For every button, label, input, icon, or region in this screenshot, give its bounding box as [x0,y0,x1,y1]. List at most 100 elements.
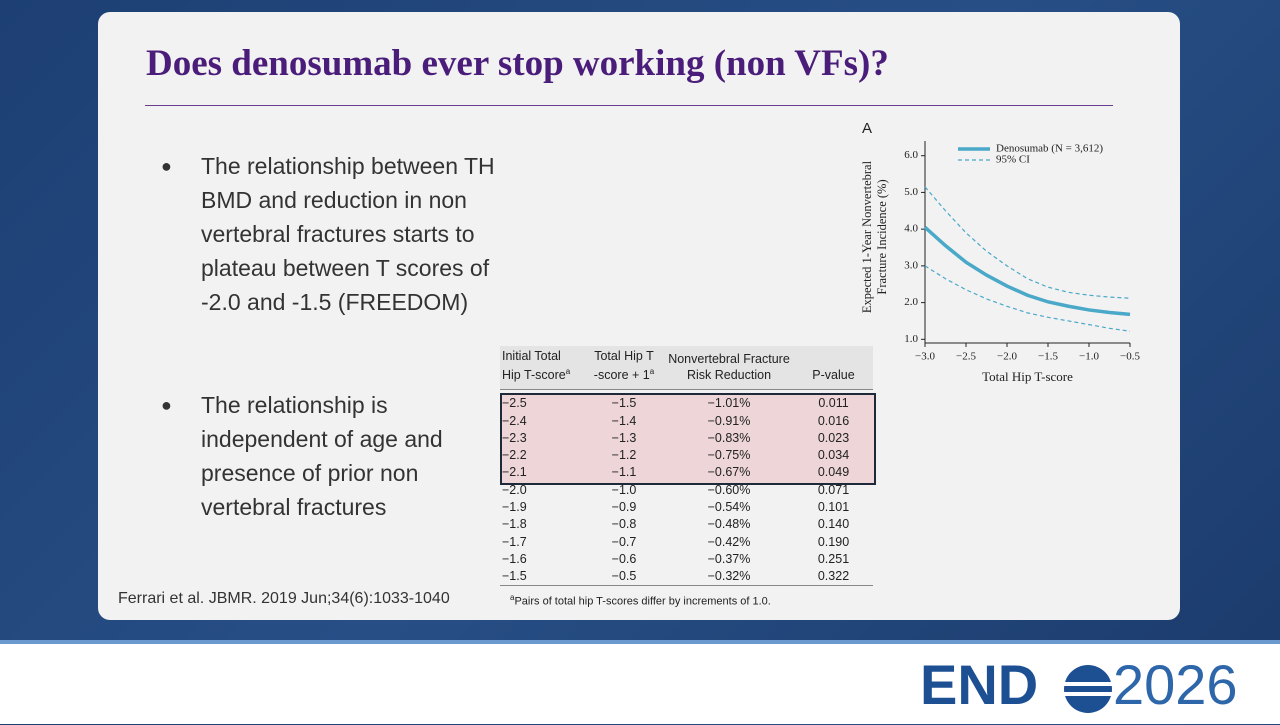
table-cell: −2.4 [502,413,527,428]
table-row: −2.4 −1.4 −0.91% 0.016 [500,412,873,429]
y-tick-label: 3.0 [904,259,918,271]
table-cell: −0.60% [707,482,751,497]
y-tick-label: 4.0 [904,223,918,235]
header-marker: a [649,367,655,376]
column-header: Initial Total Hip T-scorea [500,346,584,391]
y-tick-label: 2.0 [904,296,918,308]
y-axis-label: Expected 1-Year Nonvertebral [860,160,874,313]
footnote-text: Pairs of total hip T-scores differ by in… [514,595,771,608]
logo-globe [1060,665,1120,713]
table-cell: 0.251 [817,551,850,566]
table-row: −1.7 −0.7 −0.42% 0.190 [500,534,873,551]
panel-label: A [862,120,872,137]
table-cell: −0.6 [611,551,637,566]
logo-right: 2026 [1113,653,1238,716]
y-tick-label: 1.0 [904,333,918,345]
table-row: −1.5 −0.5 −0.32% 0.322 [500,568,873,587]
table-cell: −0.48% [707,517,751,532]
logo: END 2026 [920,653,1238,716]
table-row: −1.8 −0.8 −0.48% 0.140 [500,516,873,533]
table-row: −2.0 −1.0 −0.60% 0.071 [500,482,873,499]
table-cell: −0.54% [707,500,751,515]
x-tick-label: −1.0 [1079,351,1099,363]
table-cell: 0.322 [794,568,873,587]
table-cell: 0.023 [817,430,850,445]
table-cell: −2.3 [502,430,527,445]
table-cell: −1.3 [611,430,637,445]
table-cell: −2.1 [502,465,527,480]
table-cell: −1.4 [611,413,637,428]
table-cell: 0.016 [817,413,850,428]
header-line: Risk Reduction [686,368,772,383]
table-cell: −0.9 [611,500,637,515]
table-cell: −2.2 [502,448,527,463]
bullet: The relationship is independent of age a… [161,388,501,524]
header-line: Nonvertebral Fracture [668,352,790,367]
citation: Ferrari et al. JBMR. 2019 Jun;34(6):1033… [118,590,450,607]
table-cell: −0.91% [707,413,751,428]
table-row: −1.6 −0.6 −0.37% 0.251 [500,551,873,568]
table-cell: −1.1 [611,465,637,480]
table-cell: 0.190 [817,534,850,549]
series-line [923,226,1131,317]
table-row: −2.1 −1.1 −0.67% 0.049 [500,464,873,481]
table-cell: 0.101 [817,500,850,515]
header-line: Hip T-score [502,368,566,383]
table-cell: −0.32% [664,568,794,587]
header-line: Total Hip T [594,349,654,363]
table-cell: −1.5 [611,396,637,411]
table-cell: 0.049 [817,465,850,480]
table-cell: −1.8 [502,517,527,532]
ci-line [924,186,1131,299]
table-cell: 0.140 [817,517,850,532]
table-cell: −0.83% [707,430,751,445]
x-tick-label: −0.5 [1120,351,1140,363]
column-header: Total Hip T -score + 1a [584,346,664,391]
title-rule [145,105,1113,106]
table-cell: −1.0 [611,482,637,497]
x-axis-label: Total Hip T-score [982,369,1073,384]
legend-label: Denosumab (N = 3,612) [996,143,1103,155]
table-cell: −0.7 [611,534,637,549]
bullet: The relationship between TH BMD and redu… [161,149,501,319]
y-axis-label: Fracture Incidence (%) [875,179,889,294]
header-line: P-value [812,368,855,383]
footnote-marker: a [510,593,515,602]
table-cell: −2.5 [502,396,527,411]
footer-band: END 2026 [0,640,1280,724]
x-tick-label: −2.0 [997,351,1017,363]
y-tick-label: 5.0 [904,186,918,198]
highlight-box [500,392,876,485]
table-cell: 0.034 [817,448,850,463]
slide-title: Does denosumab ever stop working (non VF… [146,43,889,84]
table-cell: −0.8 [611,517,637,532]
table-cell: −0.42% [707,534,751,549]
table-cell: −0.37% [707,551,751,566]
ci-line [924,265,1131,332]
table-cell: −1.7 [502,534,527,549]
table-cell: −1.6 [502,551,527,566]
table-cell: −2.0 [502,482,527,497]
table-row: −2.2 −1.2 −0.75% 0.034 [500,447,873,464]
table-cell: −0.5 [584,568,664,587]
column-header: P-value [794,346,873,391]
table-row: −2.3 −1.3 −0.83% 0.023 [500,430,873,447]
table-cell: 0.071 [817,482,850,497]
table-cell: 0.011 [818,396,849,411]
table-footnote: aPairs of total hip T-scores differ by i… [510,593,771,608]
header-marker: a [565,367,571,376]
table-cell: −1.5 [500,568,584,587]
chart: A 1.0 2.0 3.0 4.0 5.0 6.0 −3.0 −2.5 −2.0 −1.5 −1.0 −… [860,120,1141,384]
x-tick-label: −1.5 [1038,351,1058,363]
x-tick-label: −2.5 [956,351,976,363]
column-header: Nonvertebral Fracture Risk Reduction [664,346,794,391]
table-cell: −1.01% [707,396,751,411]
table-row: −1.9 −0.9 −0.54% 0.101 [500,499,873,516]
table-cell: −0.67% [707,465,751,480]
results-table: Initial Total Hip T-scorea Total Hip T -sco… [500,346,873,587]
table-row: −2.5 −1.5 −1.01% 0.011 [500,390,873,413]
table-cell: −0.75% [707,448,751,463]
y-tick-label: 6.0 [904,149,918,161]
header-line: Initial Total [502,349,561,363]
